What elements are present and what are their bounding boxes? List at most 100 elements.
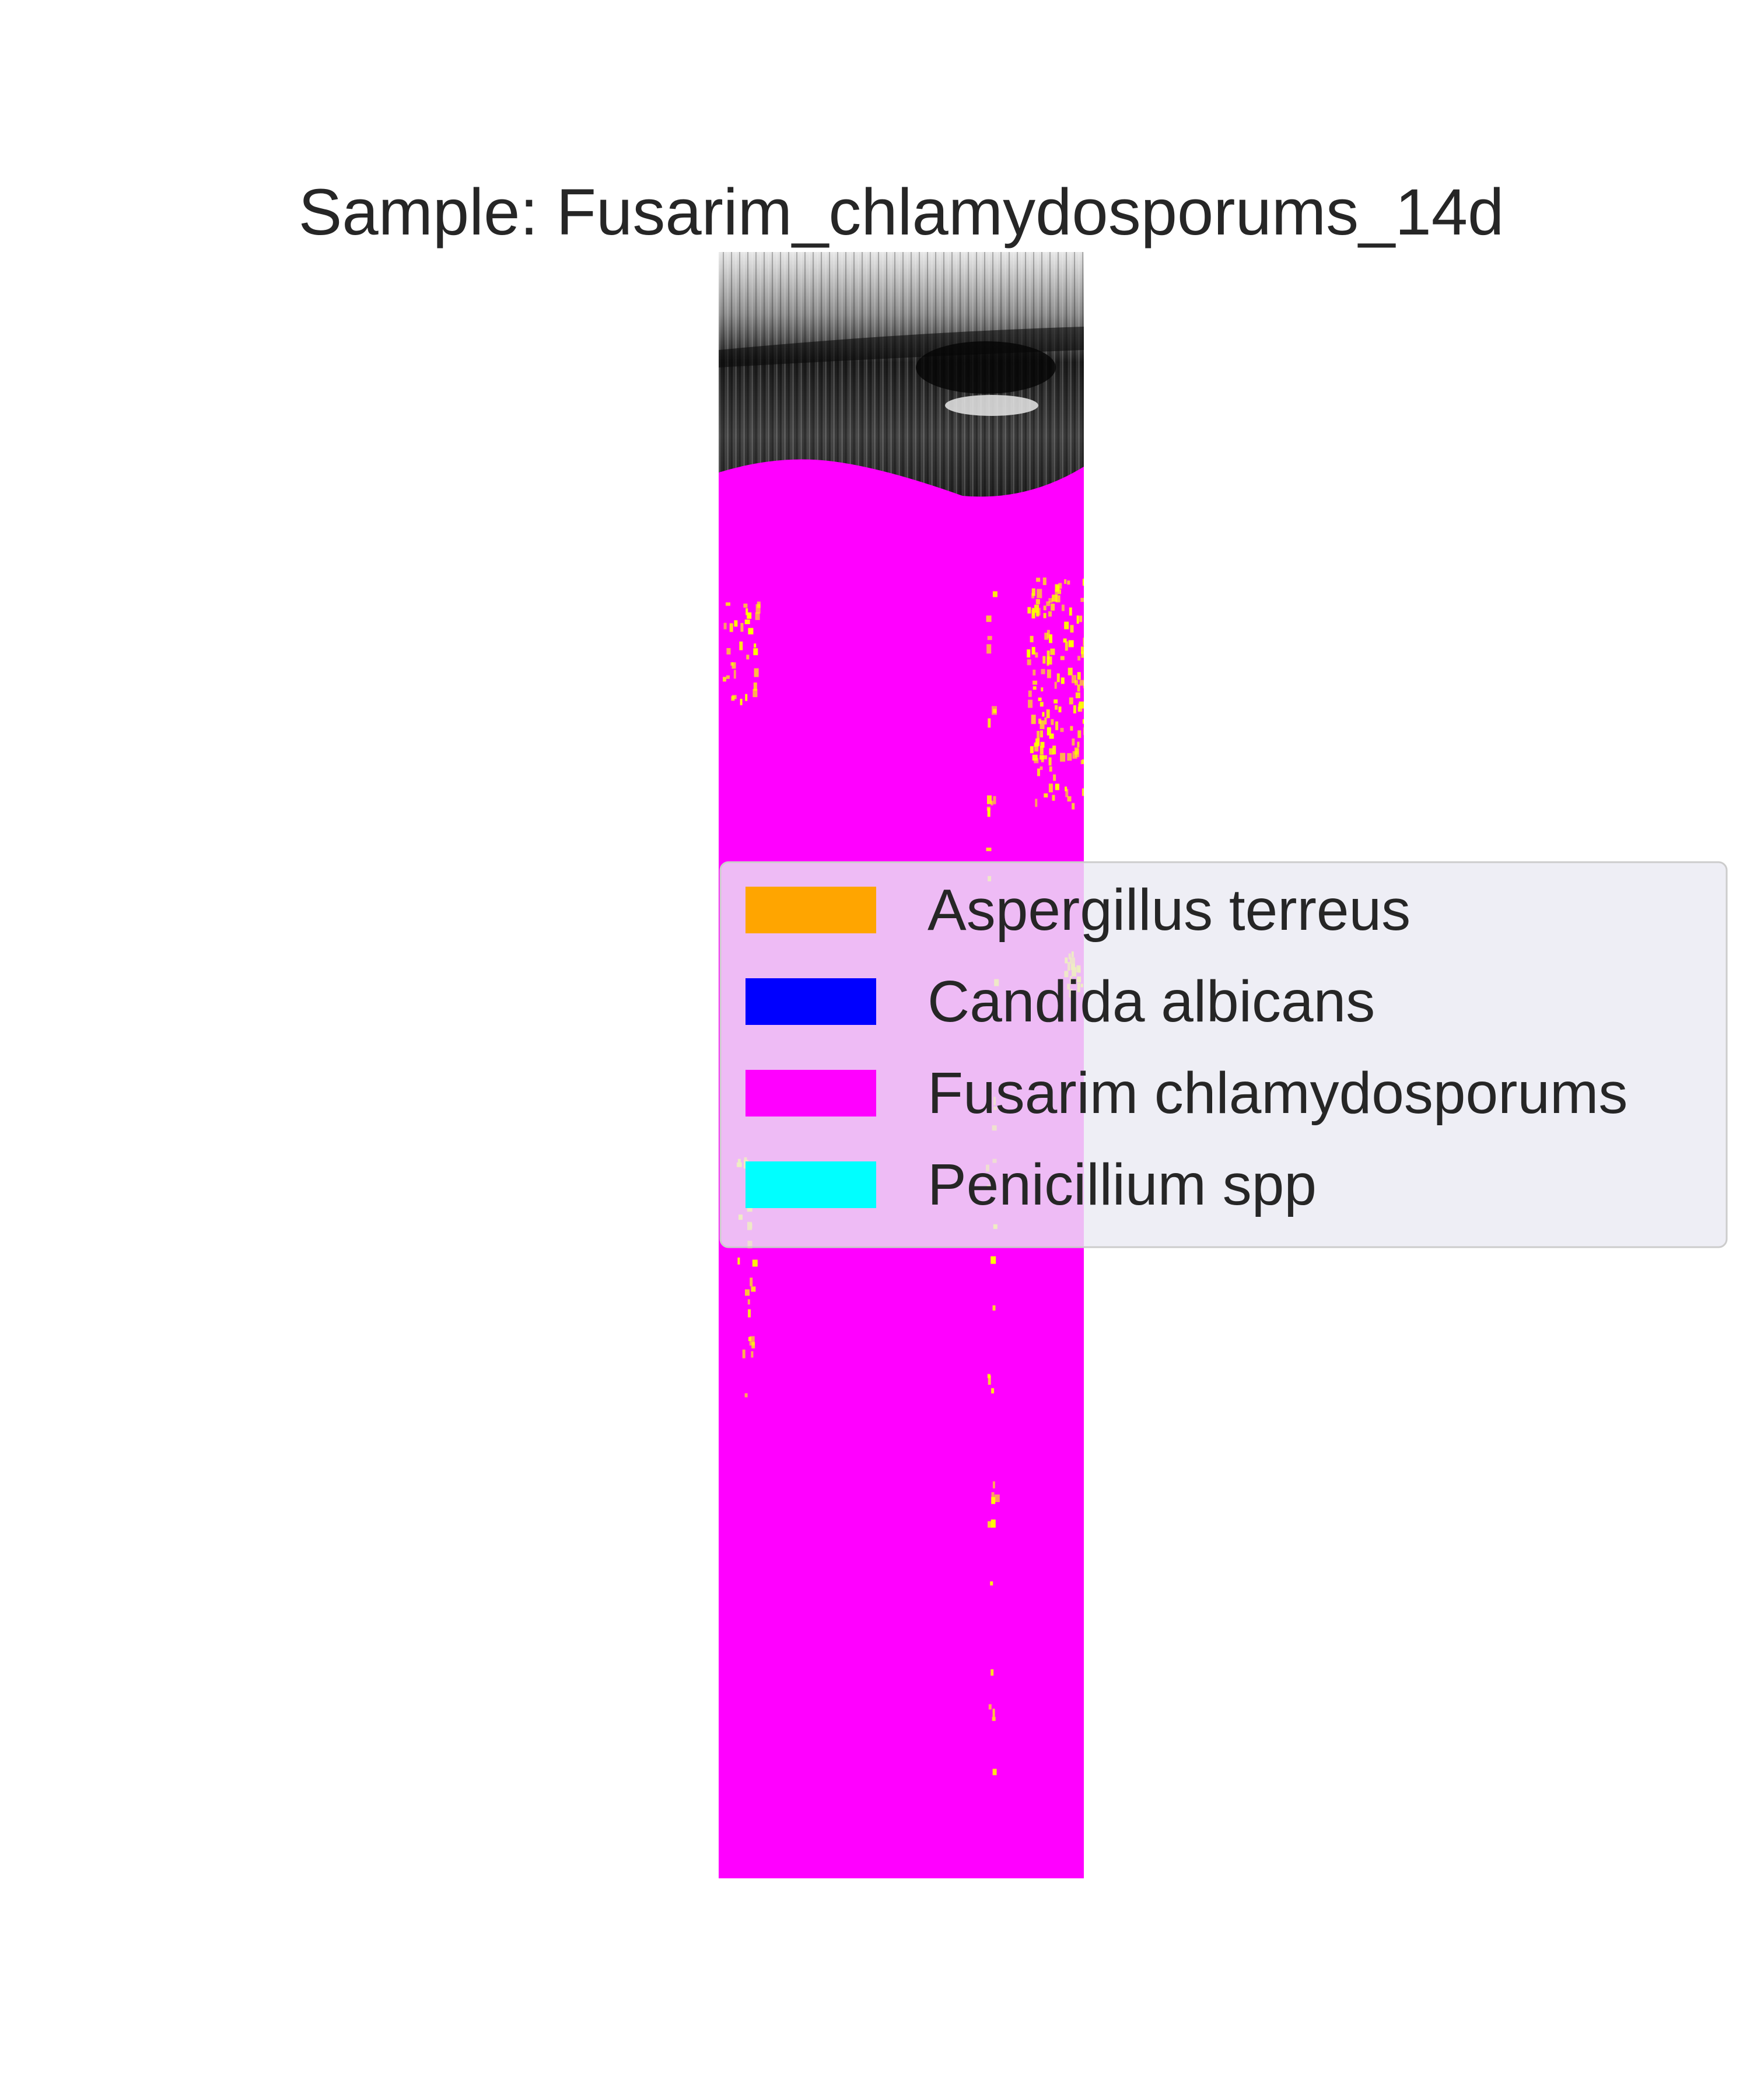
speckle-pixel [748, 628, 754, 635]
speckle-pixel [1044, 632, 1049, 640]
speckle-pixel [1032, 669, 1036, 676]
speckle-pixel [1041, 687, 1044, 692]
speckle-pixel [744, 1393, 748, 1398]
speckle-pixel [991, 1497, 996, 1504]
speckle-pixel [1058, 583, 1062, 589]
speckle-pixel [1072, 751, 1077, 759]
speckle-pixel [1034, 742, 1039, 752]
speckle-pixel [1041, 668, 1045, 674]
speckle-pixel [1040, 720, 1045, 729]
speckle-pixel [991, 1388, 995, 1394]
legend-label-3: Penicillium spp [928, 1152, 1317, 1217]
speckle-pixel [1069, 607, 1072, 616]
speckle-pixel [1079, 680, 1084, 686]
bright-blob [945, 395, 1038, 416]
speckle-pixel [1027, 649, 1031, 658]
speckle-pixel [1031, 588, 1035, 596]
speckle-pixel [733, 670, 736, 679]
speckle-pixel [737, 1257, 740, 1265]
speckle-pixel [1031, 715, 1036, 724]
speckle-pixel [1048, 611, 1052, 617]
speckle-pixel [1042, 578, 1046, 585]
speckle-pixel [1082, 719, 1084, 724]
speckle-pixel [1061, 604, 1065, 611]
speckle-pixel [1050, 648, 1055, 655]
speckle-pixel [988, 1704, 992, 1710]
speckle-pixel [755, 612, 760, 620]
speckle-pixel [987, 636, 992, 640]
dark-band [719, 327, 1084, 368]
speckle-pixel [1046, 601, 1051, 606]
speckle-pixel [745, 694, 748, 701]
speckle-pixel [991, 800, 993, 806]
speckle-pixel [1075, 692, 1080, 698]
speckle-pixel [1028, 690, 1032, 697]
speckle-pixel [1040, 741, 1045, 748]
speckle-pixel [726, 648, 731, 654]
speckle-pixel [993, 796, 996, 804]
speckle-pixel [1040, 755, 1044, 760]
speckle-pixel [751, 1286, 756, 1292]
dark-blob [916, 341, 1056, 394]
speckle-pixel [1055, 589, 1058, 596]
speckle-pixel [1080, 597, 1084, 602]
speckle-pixel [1042, 712, 1045, 717]
speckle-pixel [1068, 667, 1073, 676]
speckle-pixel [1055, 783, 1059, 790]
speckle-pixel [1055, 721, 1059, 730]
speckle-pixel [987, 795, 992, 804]
speckle-pixel [1073, 705, 1076, 713]
speckle-pixel [1058, 706, 1062, 713]
speckle-pixel [986, 615, 992, 622]
legend-swatch-1 [746, 978, 876, 1025]
speckle-pixel [726, 675, 730, 679]
speckle-pixel [1052, 746, 1056, 755]
speckle-pixel [1037, 589, 1042, 598]
speckle-pixel [752, 689, 758, 698]
speckle-pixel [1069, 697, 1073, 705]
speckle-pixel [1048, 757, 1052, 766]
speckle-pixel [731, 696, 735, 701]
speckle-pixel [1082, 788, 1084, 796]
speckle-pixel [1046, 669, 1051, 678]
speckle-pixel [1043, 612, 1046, 618]
speckle-pixel [1076, 615, 1079, 624]
speckle-pixel [1060, 752, 1066, 762]
speckle-pixel [746, 654, 750, 660]
speckle-pixel [1035, 608, 1041, 616]
legend-label-0: Aspergillus terreus [928, 877, 1410, 943]
speckle-pixel [739, 641, 743, 650]
speckle-pixel [1035, 599, 1040, 604]
speckle-pixel [726, 602, 730, 606]
speckle-pixel [988, 1375, 991, 1385]
speckle-pixel [753, 648, 758, 656]
speckle-pixel [1081, 646, 1084, 654]
legend: Aspergillus terreus Candida albicans Fusar… [719, 861, 1728, 1248]
speckle-pixel [1065, 789, 1069, 797]
speckle-pixel [1036, 578, 1041, 582]
speckle-pixel [1040, 730, 1043, 738]
speckle-pixel [1060, 656, 1065, 660]
speckle-pixel [991, 1669, 994, 1676]
speckle-pixel [1042, 656, 1046, 664]
speckle-pixel [1077, 672, 1081, 680]
speckle-pixel [1032, 754, 1038, 761]
speckle-pixel [1027, 607, 1031, 614]
speckle-pixel [1046, 629, 1050, 638]
speckle-pixel [1035, 799, 1038, 807]
speckle-pixel [751, 1351, 754, 1358]
speckle-pixel [991, 1256, 996, 1264]
speckle-pixel [1055, 595, 1060, 603]
speckle-pixel [745, 1289, 750, 1296]
speckle-pixel [1082, 759, 1084, 764]
speckle-pixel [1074, 747, 1079, 755]
speckle-pixel [992, 1305, 996, 1311]
speckle-pixel [1048, 598, 1053, 603]
speckle-pixel [992, 1717, 996, 1721]
speckle-pixel [1058, 589, 1061, 594]
speckle-pixel [986, 644, 992, 654]
speckle-pixel [747, 612, 752, 619]
speckle-pixel [1067, 753, 1072, 761]
speckle-pixel [1046, 650, 1050, 660]
